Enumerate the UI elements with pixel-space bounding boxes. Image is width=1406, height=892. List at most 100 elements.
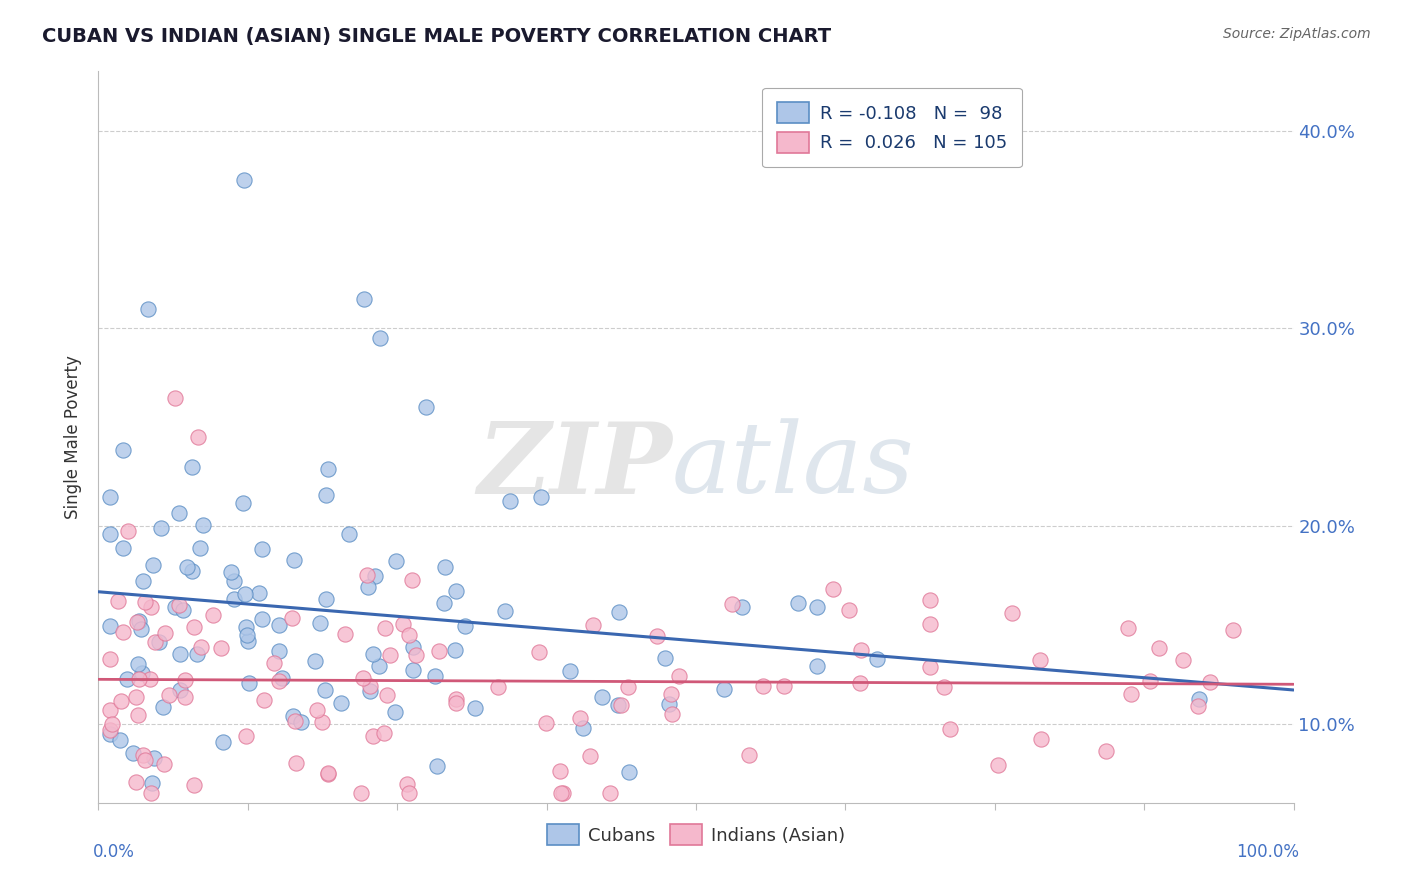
Text: 0.0%: 0.0% (93, 843, 135, 861)
Point (464, 701, 486, 715)
Point (122, 746, 145, 760)
Point (368, 331, 391, 345)
Point (316, 766, 339, 780)
Point (283, 552, 305, 566)
Point (398, 786, 420, 800)
Point (582, 618, 605, 632)
Point (423, 669, 446, 683)
Point (1222, 623, 1244, 637)
Point (108, 733, 131, 747)
Point (127, 615, 149, 630)
Point (530, 491, 553, 505)
Point (534, 715, 557, 730)
Point (183, 620, 205, 634)
Point (384, 554, 406, 568)
Point (219, 565, 242, 579)
Point (617, 680, 640, 694)
Point (132, 748, 155, 763)
Point (167, 506, 190, 520)
Point (352, 672, 374, 686)
Point (1139, 674, 1161, 689)
Point (364, 569, 387, 583)
Point (751, 679, 773, 693)
Point (392, 616, 415, 631)
Point (494, 604, 516, 618)
Point (1029, 732, 1052, 747)
Point (548, 764, 571, 778)
Point (153, 625, 176, 640)
Point (176, 560, 198, 574)
Point (1119, 687, 1142, 701)
Point (433, 596, 456, 610)
Point (1147, 641, 1170, 656)
Point (578, 749, 600, 764)
Point (252, 541, 274, 556)
Point (398, 628, 420, 642)
Point (117, 672, 139, 686)
Point (402, 663, 425, 677)
Point (267, 617, 290, 632)
Point (607, 698, 630, 712)
Point (281, 709, 304, 723)
Legend: Cubans, Indians (Asian): Cubans, Indians (Asian) (540, 817, 852, 852)
Point (270, 671, 292, 685)
Point (98, 651, 122, 665)
Point (307, 703, 329, 717)
Point (607, 605, 630, 619)
Point (359, 684, 381, 698)
Point (141, 776, 163, 790)
Point (98, 703, 122, 717)
Point (375, 688, 398, 702)
Point (1188, 692, 1211, 706)
Point (222, 574, 245, 589)
Point (111, 541, 134, 556)
Point (787, 596, 810, 610)
Point (1187, 698, 1209, 713)
Point (111, 625, 134, 640)
Point (395, 777, 418, 791)
Point (591, 690, 613, 704)
Point (550, 786, 572, 800)
Point (141, 786, 163, 800)
Point (163, 599, 186, 614)
Point (236, 633, 259, 648)
Point (401, 573, 423, 587)
Text: CUBAN VS INDIAN (ASIAN) SINGLE MALE POVERTY CORRELATION CHART: CUBAN VS INDIAN (ASIAN) SINGLE MALE POVE… (42, 27, 831, 45)
Point (98, 526, 122, 541)
Point (209, 640, 232, 655)
Point (267, 674, 290, 689)
Point (713, 682, 735, 697)
Point (499, 494, 522, 508)
Point (446, 696, 468, 710)
Point (143, 635, 166, 649)
Point (361, 730, 384, 744)
Point (426, 759, 449, 773)
Point (444, 584, 467, 599)
Point (1118, 621, 1140, 635)
Point (132, 574, 155, 588)
Point (247, 585, 270, 599)
Point (280, 611, 302, 625)
Point (304, 653, 326, 667)
Point (1171, 652, 1194, 666)
Point (434, 560, 457, 574)
Text: Source: ZipAtlas.com: Source: ZipAtlas.com (1223, 27, 1371, 41)
Point (384, 705, 406, 719)
Point (212, 735, 235, 749)
Point (98, 490, 122, 504)
Point (233, 173, 256, 187)
Point (117, 524, 139, 539)
Point (402, 640, 425, 654)
Point (527, 645, 550, 659)
Point (357, 580, 380, 594)
Point (806, 600, 828, 615)
Point (316, 462, 339, 476)
Point (232, 496, 254, 510)
Point (1029, 653, 1052, 667)
Point (849, 643, 872, 657)
Point (98, 727, 122, 741)
Point (142, 558, 165, 573)
Point (361, 647, 384, 661)
Point (111, 442, 134, 457)
Point (569, 711, 592, 725)
